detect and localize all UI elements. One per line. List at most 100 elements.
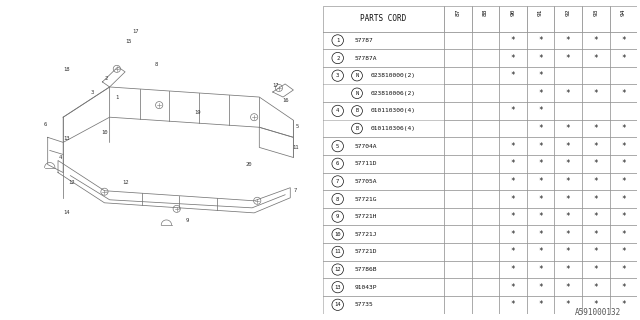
Text: *: *: [511, 283, 515, 292]
Text: *: *: [593, 195, 598, 204]
Text: 4: 4: [336, 108, 339, 113]
Text: 9: 9: [336, 214, 339, 219]
Text: 11: 11: [335, 249, 341, 254]
Text: 3: 3: [90, 90, 93, 94]
Text: A591000132: A591000132: [575, 308, 621, 317]
Text: *: *: [511, 195, 515, 204]
Text: *: *: [593, 283, 598, 292]
Text: B: B: [355, 126, 358, 131]
Text: *: *: [538, 142, 543, 151]
Text: 10: 10: [335, 232, 341, 237]
Text: *: *: [538, 265, 543, 274]
Circle shape: [332, 246, 344, 258]
Text: 8: 8: [154, 62, 157, 67]
Circle shape: [351, 106, 362, 116]
Text: *: *: [621, 124, 625, 133]
Circle shape: [332, 35, 344, 46]
Text: 91043P: 91043P: [355, 285, 377, 290]
Text: 57721J: 57721J: [355, 232, 377, 237]
Text: 14: 14: [63, 210, 70, 215]
Text: 93: 93: [593, 9, 598, 16]
Text: 11: 11: [292, 145, 299, 150]
Text: *: *: [593, 212, 598, 221]
Text: *: *: [566, 159, 570, 168]
Text: 12: 12: [335, 267, 341, 272]
Text: 57721H: 57721H: [355, 214, 377, 219]
Text: 57721G: 57721G: [355, 196, 377, 202]
Text: *: *: [566, 212, 570, 221]
Text: 2: 2: [105, 76, 108, 81]
Text: *: *: [593, 159, 598, 168]
Text: 17: 17: [132, 29, 139, 34]
Text: 57721D: 57721D: [355, 249, 377, 254]
Text: 5: 5: [336, 144, 339, 149]
Text: *: *: [566, 124, 570, 133]
Text: *: *: [538, 71, 543, 80]
Text: *: *: [566, 283, 570, 292]
Text: 13: 13: [63, 136, 70, 141]
Circle shape: [332, 70, 344, 81]
Text: 94: 94: [621, 9, 626, 16]
Text: *: *: [538, 53, 543, 62]
Text: *: *: [511, 142, 515, 151]
Text: *: *: [566, 36, 570, 45]
Text: *: *: [566, 230, 570, 239]
Text: *: *: [538, 247, 543, 256]
Text: 1: 1: [115, 94, 118, 100]
Circle shape: [332, 176, 344, 187]
Text: 6: 6: [336, 161, 339, 166]
Text: 57704A: 57704A: [355, 144, 377, 149]
Text: *: *: [566, 300, 570, 309]
Text: 92: 92: [566, 9, 571, 16]
Text: *: *: [566, 247, 570, 256]
Circle shape: [332, 264, 344, 275]
Text: *: *: [593, 124, 598, 133]
Circle shape: [332, 140, 344, 152]
Text: 023810006(2): 023810006(2): [371, 91, 415, 96]
Text: 20: 20: [246, 162, 252, 167]
Text: *: *: [511, 36, 515, 45]
Text: PARTS CORD: PARTS CORD: [360, 14, 406, 23]
Text: 6: 6: [44, 122, 47, 127]
Text: *: *: [511, 230, 515, 239]
Text: 5: 5: [296, 124, 299, 129]
Circle shape: [351, 70, 362, 81]
Text: 1: 1: [336, 38, 339, 43]
Circle shape: [332, 52, 344, 64]
Text: *: *: [621, 142, 625, 151]
Circle shape: [332, 193, 344, 205]
Circle shape: [351, 88, 362, 99]
Text: 3: 3: [336, 73, 339, 78]
Text: *: *: [593, 89, 598, 98]
Text: *: *: [566, 265, 570, 274]
Text: *: *: [621, 212, 625, 221]
Text: *: *: [621, 36, 625, 45]
Text: N: N: [355, 73, 358, 78]
Text: *: *: [621, 159, 625, 168]
Text: *: *: [511, 247, 515, 256]
Text: *: *: [538, 283, 543, 292]
Text: *: *: [566, 177, 570, 186]
Text: *: *: [621, 195, 625, 204]
Text: *: *: [593, 247, 598, 256]
Text: *: *: [593, 300, 598, 309]
Text: 57786B: 57786B: [355, 267, 377, 272]
Circle shape: [332, 299, 344, 310]
Text: 18: 18: [63, 67, 70, 72]
Text: 16: 16: [282, 98, 289, 103]
Text: *: *: [538, 89, 543, 98]
Text: 10: 10: [101, 130, 108, 135]
Text: 7: 7: [294, 188, 297, 193]
Text: *: *: [593, 142, 598, 151]
Text: 91: 91: [538, 9, 543, 16]
Text: *: *: [538, 159, 543, 168]
Text: 15: 15: [125, 39, 131, 44]
Text: 010110306(4): 010110306(4): [371, 126, 415, 131]
Text: *: *: [621, 177, 625, 186]
Text: *: *: [511, 212, 515, 221]
Circle shape: [332, 229, 344, 240]
Text: 87: 87: [455, 9, 460, 16]
Text: *: *: [566, 195, 570, 204]
Text: 57705A: 57705A: [355, 179, 377, 184]
Text: *: *: [538, 300, 543, 309]
